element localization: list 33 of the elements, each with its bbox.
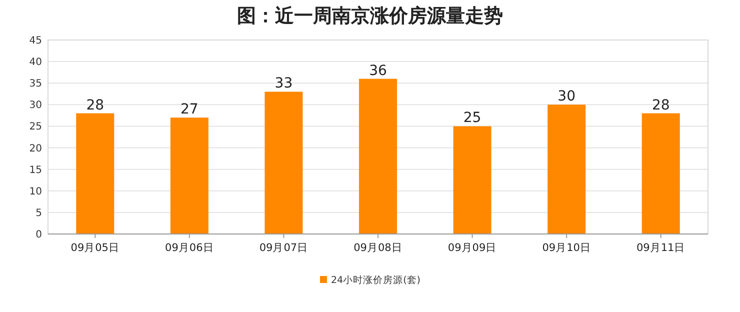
y-tick-label: 10 [29,186,42,198]
x-tick-label: 09月08日 [354,242,402,254]
x-tick-label: 09月05日 [70,242,120,254]
legend-label: 24小时涨价房源(套) [331,274,421,286]
x-tick-label: 09月10日 [542,242,591,254]
data-label: 28 [652,97,670,114]
bar [453,126,492,234]
data-label: 27 [180,102,198,118]
bar [359,78,397,234]
data-label: 30 [558,88,576,105]
data-label: 25 [463,110,482,126]
y-tick-label: 0 [36,230,42,240]
bar [264,92,303,234]
bar [548,104,586,234]
y-tick-label: 15 [29,164,42,176]
bar [76,113,114,234]
data-label: 36 [369,62,387,79]
bar [170,118,208,234]
data-label: 28 [86,97,104,114]
y-tick-label: 45 [29,36,42,46]
x-tick-label: 09月06日 [165,242,214,254]
y-tick-label: 30 [29,100,42,112]
x-tick-label: 09月07日 [259,242,308,254]
x-tick-label: 09月09日 [448,242,497,254]
y-tick-label: 25 [29,122,42,133]
chart-title: 图：近一周南京涨价房源量走势 [237,5,503,27]
data-label: 33 [274,76,293,92]
y-tick-label: 20 [29,143,42,154]
y-tick-label: 5 [36,208,42,219]
y-tick-label: 35 [29,78,42,90]
y-tick-label: 40 [29,57,42,68]
bar [642,113,680,234]
x-tick-label: 09月11日 [636,242,686,254]
